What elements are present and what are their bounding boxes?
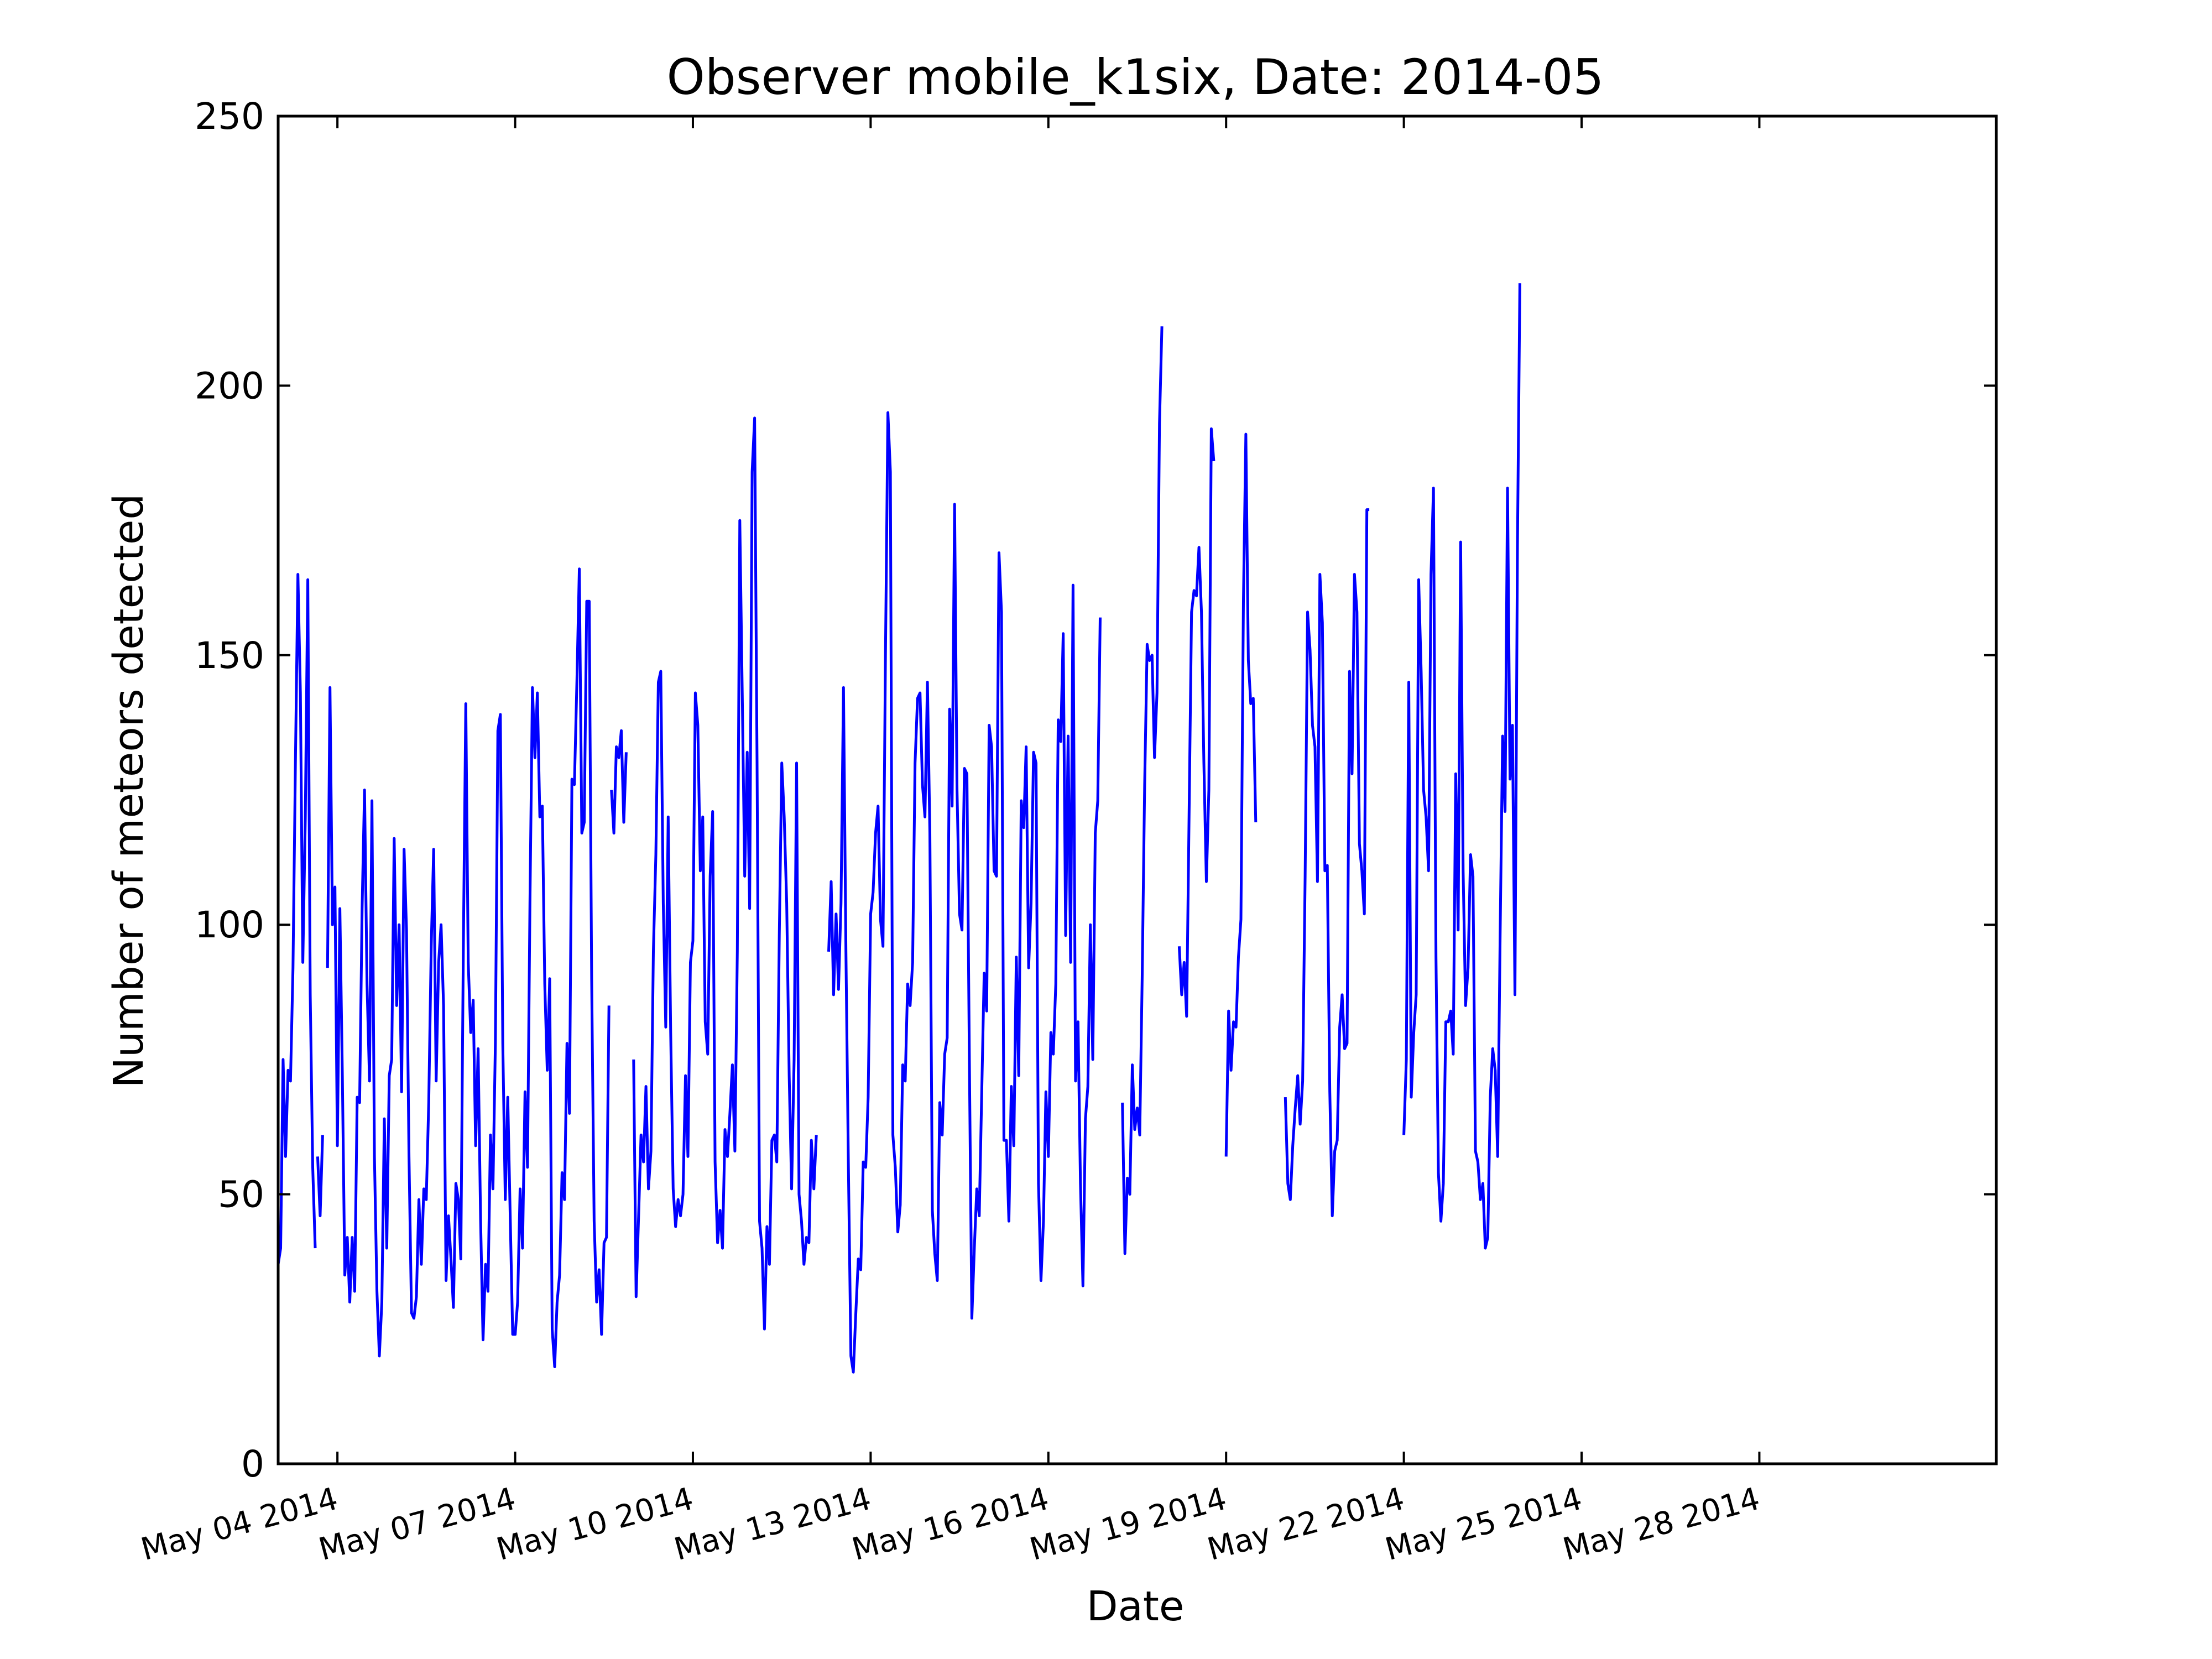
series-segment-5 (632, 416, 818, 1331)
plot-frame (276, 114, 1998, 1465)
y-tick-label: 200 (195, 364, 264, 407)
series-segment-2 (316, 1135, 324, 1218)
x-axis-label: Date (1087, 1583, 1185, 1630)
series-segment-3 (326, 567, 611, 1368)
y-tick-label: 100 (195, 904, 264, 946)
y-tick-label: 250 (195, 95, 264, 138)
y-axis-label: Number of meteors detected (105, 494, 153, 1088)
series-segment-8 (1177, 427, 1215, 1018)
series-segment-7 (1121, 326, 1164, 1255)
series-segment-4 (610, 729, 628, 834)
plot-area (276, 114, 1998, 1465)
series-segment-10 (1284, 508, 1370, 1218)
y-tick-label: 0 (241, 1443, 264, 1485)
y-axis: 0 50 100 150 200 250 (195, 95, 1996, 1485)
y-tick-label: 150 (195, 634, 264, 677)
y-tick-label: 50 (218, 1173, 264, 1216)
series-segment-1 (276, 573, 317, 1265)
series-line (276, 283, 1521, 1374)
series-segment-6 (827, 411, 1102, 1374)
series-segment-11 (1402, 283, 1521, 1250)
series-segment-9 (1224, 432, 1258, 1157)
chart-title: Observer mobile_k1six, Date: 2014-05 (666, 49, 1604, 106)
